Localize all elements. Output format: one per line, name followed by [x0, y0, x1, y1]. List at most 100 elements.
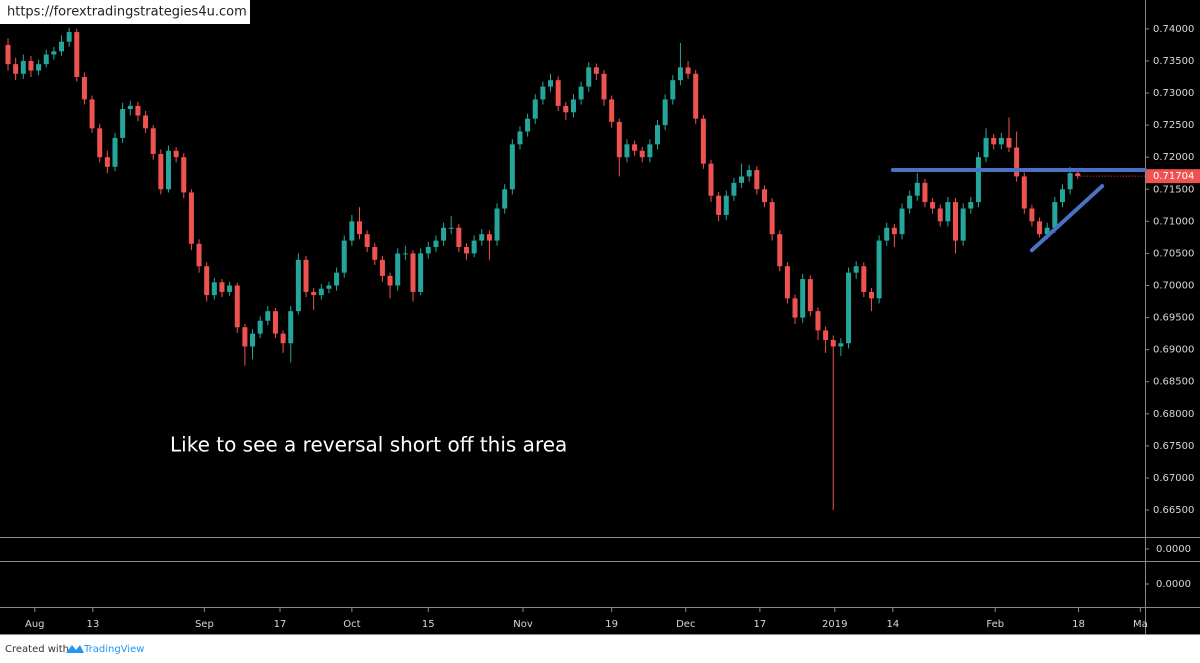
candle-body	[204, 266, 210, 296]
candle-body	[158, 153, 164, 190]
candle-body	[639, 150, 645, 158]
candle-body	[127, 105, 133, 110]
x-tick-label: 17	[754, 619, 767, 630]
candle-body	[769, 202, 775, 235]
candle-body	[548, 80, 554, 87]
candle-body	[341, 240, 347, 273]
x-tick-label: 15	[422, 619, 435, 630]
candle-body	[1037, 221, 1043, 235]
candle-body	[593, 67, 599, 74]
candle-body	[349, 221, 355, 241]
candle-body	[250, 333, 256, 347]
candle-body	[234, 285, 240, 328]
candle-body	[891, 227, 897, 235]
candle-body	[922, 182, 928, 203]
candle-body	[1021, 176, 1027, 209]
x-tick-label: 14	[886, 619, 899, 630]
y-tick-label: 0.73000	[1153, 88, 1194, 99]
candle-body	[815, 311, 821, 331]
candle-body	[708, 163, 714, 196]
x-tick-label: Oct	[343, 619, 360, 630]
candle-body	[97, 128, 103, 158]
candle-body	[624, 144, 630, 158]
candle-body	[540, 86, 546, 100]
candle-body	[616, 121, 622, 158]
footer-text: Created with	[5, 644, 69, 655]
candle-body	[693, 73, 699, 119]
candle-body	[112, 137, 118, 167]
candle-body	[433, 240, 439, 248]
y-tick-label: 0.72000	[1153, 152, 1194, 163]
candle-body	[662, 99, 668, 126]
candle-body	[265, 311, 271, 321]
candle-body	[1059, 189, 1065, 203]
candle-body	[494, 208, 500, 241]
candle-body	[36, 64, 42, 71]
y-tick-label: 0.68000	[1153, 409, 1194, 420]
candle-body	[1044, 227, 1050, 235]
x-tick-label: 18	[1072, 619, 1085, 630]
candle-body	[1006, 137, 1012, 148]
candle-body	[685, 67, 691, 74]
candle-body	[280, 333, 286, 344]
candle-body	[517, 131, 523, 145]
candle-body	[311, 291, 317, 296]
candle-body	[532, 99, 538, 119]
candle-body	[868, 291, 874, 299]
candle-body	[463, 247, 469, 254]
candle-body	[792, 298, 798, 318]
candle-body	[143, 115, 149, 129]
candle-body	[746, 170, 752, 177]
candle-body	[876, 240, 882, 299]
candle-body	[953, 202, 959, 241]
candle-body	[739, 176, 745, 183]
candle-body	[211, 282, 217, 296]
candle-body	[326, 285, 332, 289]
y-tick-label: 0.73500	[1153, 56, 1194, 67]
candle-body	[968, 202, 974, 209]
footer-bar	[0, 635, 1200, 663]
candle-body	[570, 99, 576, 113]
candle-body	[609, 99, 615, 122]
candle-body	[196, 243, 202, 267]
candle-body	[135, 105, 141, 116]
candle-body	[219, 282, 225, 292]
candle-body	[395, 253, 401, 286]
candle-body	[1075, 173, 1081, 177]
candle-body	[914, 182, 920, 196]
candle-body	[257, 320, 263, 334]
candle-body	[479, 234, 485, 241]
y-tick-label: 0.72500	[1153, 120, 1194, 131]
last-price-box	[1146, 169, 1200, 184]
candle-body	[303, 259, 309, 292]
candle-body	[471, 240, 477, 254]
candle-body	[242, 327, 248, 347]
candle-body	[586, 67, 592, 87]
annotation: Like to see a reversal short off this ar…	[170, 433, 567, 457]
candle-body	[66, 32, 72, 42]
candle-body	[731, 182, 737, 196]
candle-body	[1067, 173, 1073, 190]
candle-body	[295, 259, 301, 312]
y-tick-label: 0.74000	[1153, 24, 1194, 35]
candle-body	[1052, 202, 1058, 228]
candle-body	[20, 60, 26, 74]
candle-body	[104, 157, 110, 167]
candle-body	[1029, 208, 1035, 222]
candle-body	[372, 247, 378, 260]
last-price-label: 0.71704	[1153, 171, 1194, 182]
brand-text[interactable]: TradingView	[83, 644, 144, 655]
x-tick-label: 2019	[822, 619, 847, 630]
candle-body	[555, 80, 561, 106]
x-tick-label: Aug	[25, 619, 45, 630]
candle-body	[677, 67, 683, 81]
candle-body	[486, 234, 492, 241]
watermark: https://forextradingstrategies4u.com	[7, 5, 247, 20]
candle-body	[502, 189, 508, 209]
candle-body	[777, 234, 783, 267]
brand-logo	[66, 645, 84, 653]
candle-body	[884, 227, 890, 241]
candle-body	[930, 202, 936, 209]
indicator-tick-label: 0.0000	[1156, 579, 1191, 590]
y-tick-label: 0.66500	[1153, 505, 1194, 516]
